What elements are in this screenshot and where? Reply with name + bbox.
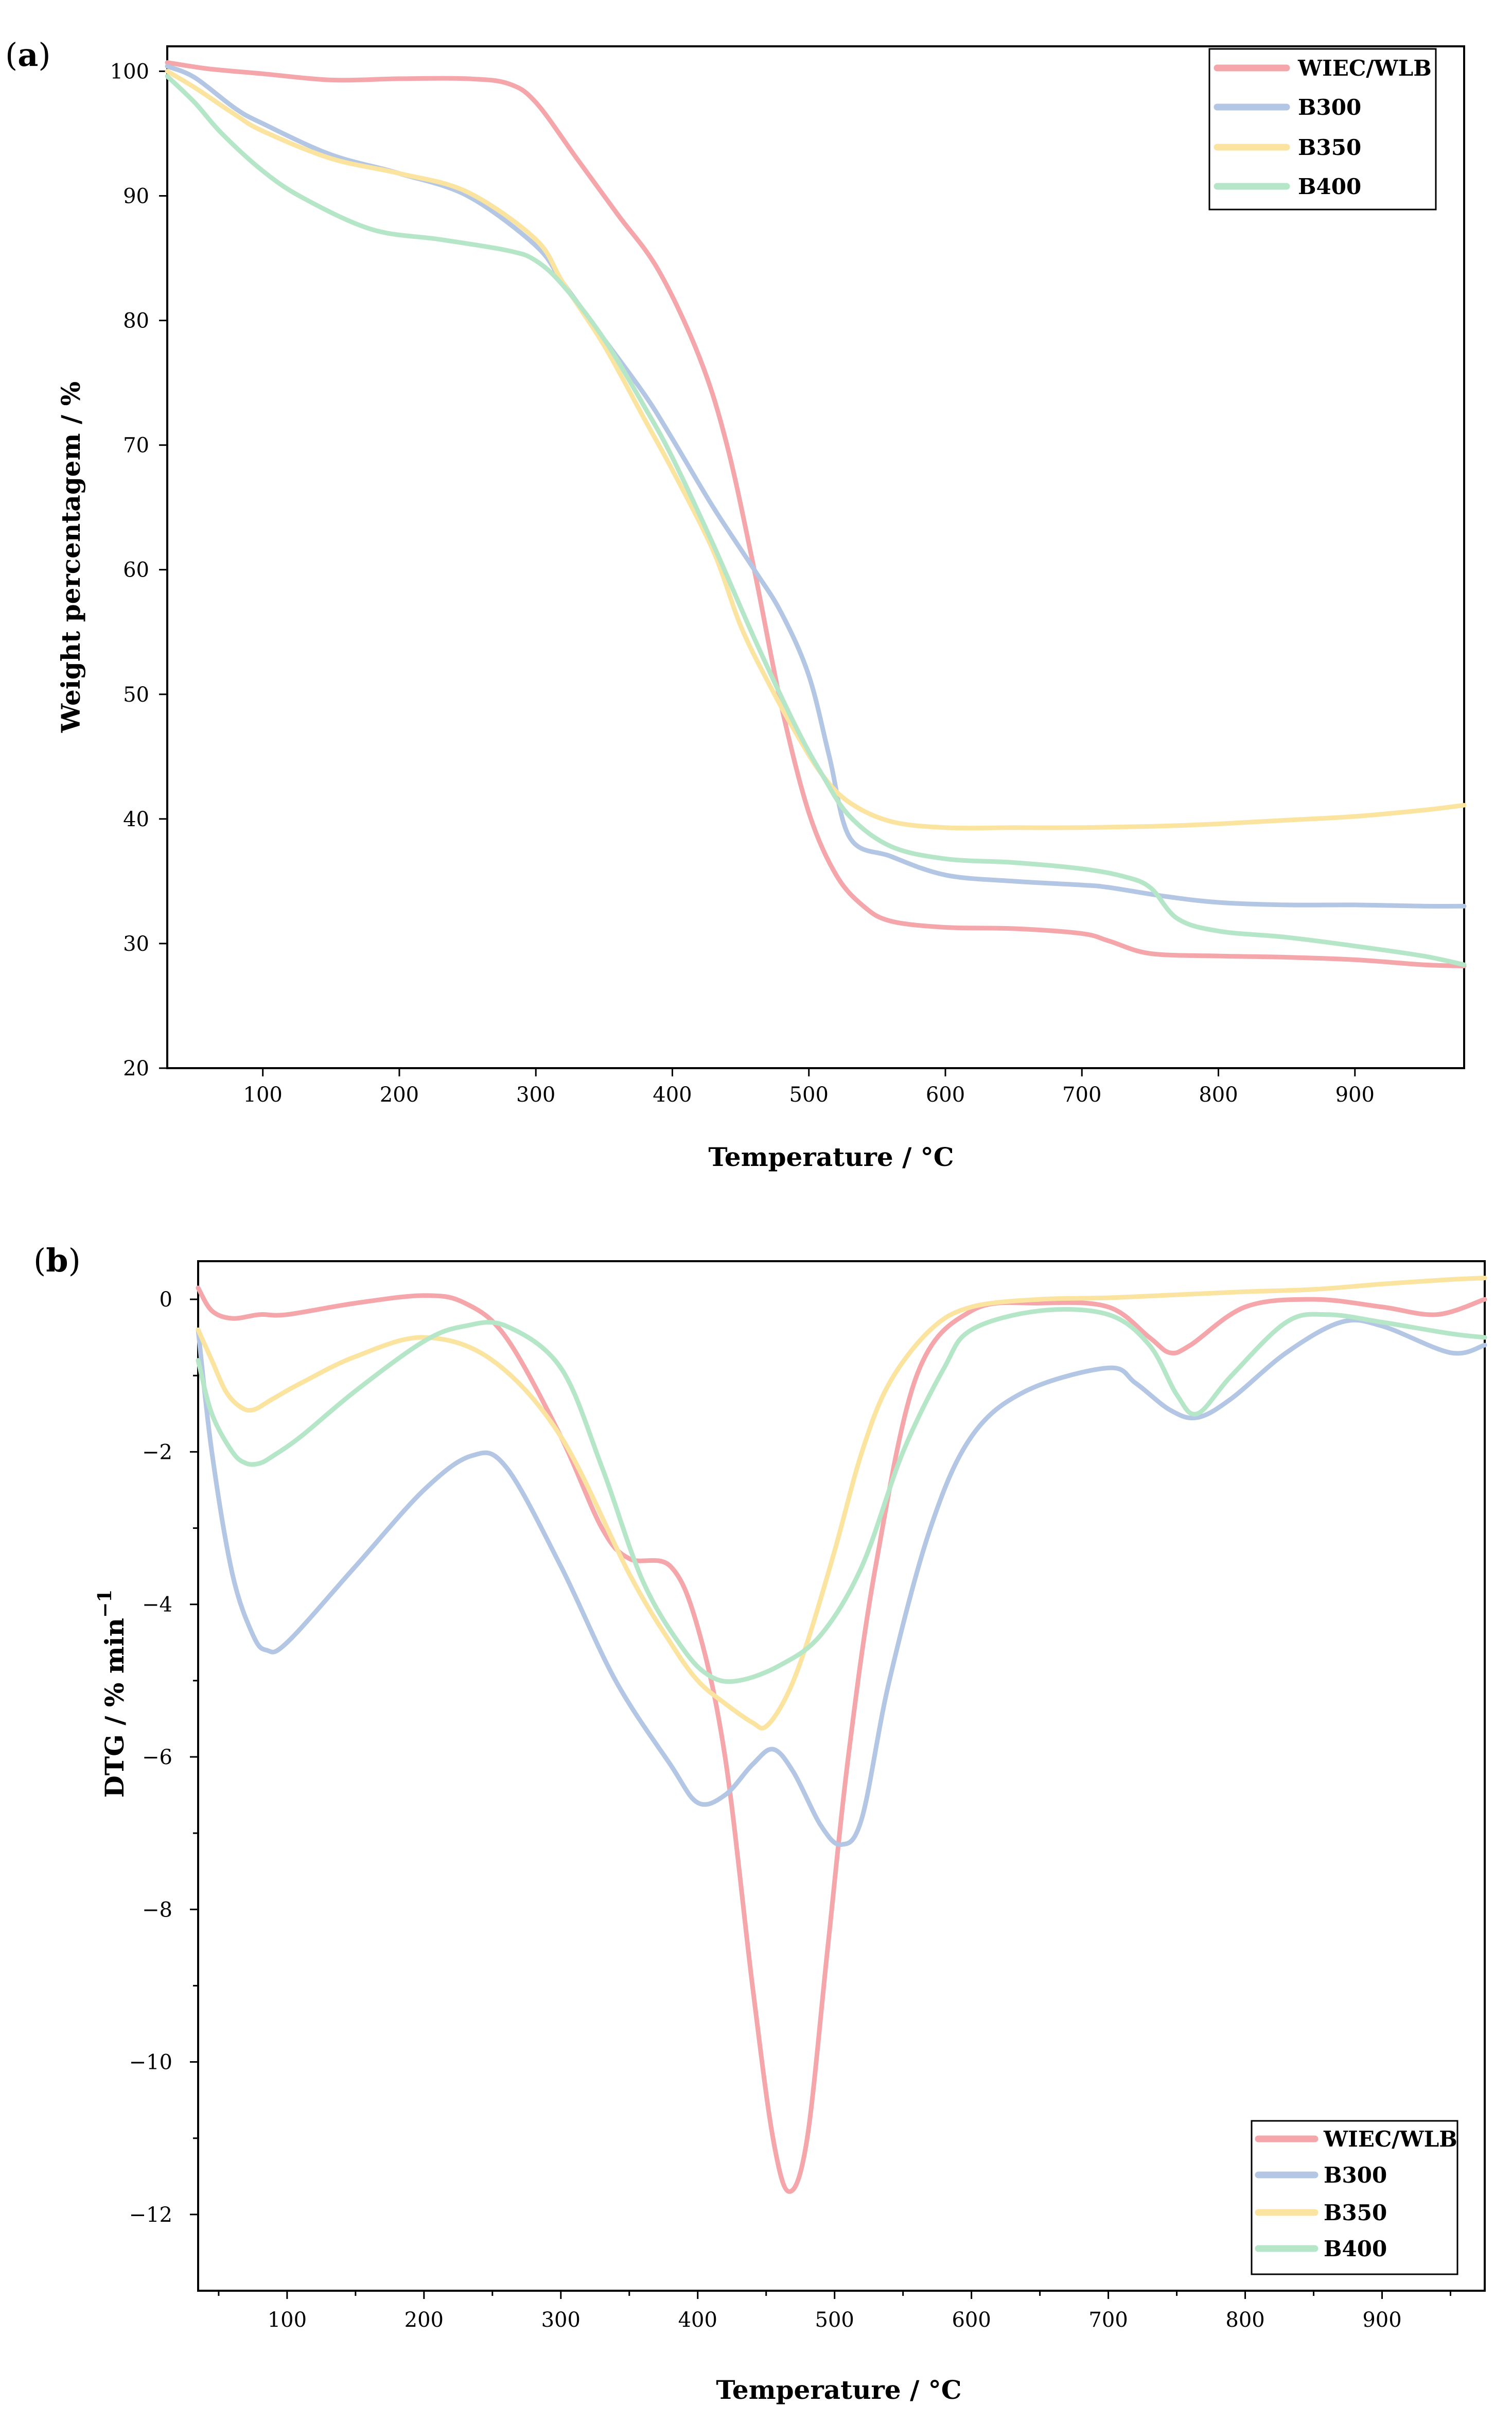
panel-a-x-tick-label-900: 900: [1335, 1083, 1375, 1107]
panel-b-x-ticks: 100 200 300 400 500 600 700 800 900: [218, 2291, 1452, 2332]
panel-b-series-line-b400: [196, 1307, 1487, 1684]
panel-a-y-tick-label-20: 20: [123, 1057, 149, 1081]
panel-a-legend-label-b350: B350: [1298, 135, 1361, 160]
panel-a-legend: WIEC/WLB B300 B350 B400: [1208, 48, 1437, 211]
panel-b-y-tick-label-0: 0: [160, 1288, 172, 1312]
panel-a-legend-label-b400: B400: [1298, 174, 1361, 199]
panel-b-x-tick-label-900: 900: [1362, 2308, 1401, 2332]
panel-a-legend-box: [1208, 48, 1437, 211]
panel-b-x-tick-label-600: 600: [952, 2308, 991, 2332]
panel-a-label: (a): [5, 36, 51, 74]
panel-b-label: (b): [33, 1242, 81, 1279]
panel-a-series-line-b400: [165, 74, 1467, 967]
panel-b-x-tick-label-200: 200: [405, 2308, 444, 2332]
panel-b-y-tick-label-8: −8: [142, 1898, 172, 1922]
panel-b-y-tick-label-4: −4: [142, 1593, 172, 1617]
panel-b-legend-label-b400: B400: [1324, 2236, 1387, 2261]
panel-a-y-tick-label-60: 60: [123, 559, 149, 582]
panel-a-x-tick-label-500: 500: [789, 1083, 829, 1107]
panel-b-x-tick-label-400: 400: [678, 2308, 717, 2332]
panel-b-legend-label-b350: B350: [1324, 2200, 1387, 2225]
panel-a-x-tick-label-800: 800: [1199, 1083, 1238, 1107]
panel-b-y-ticks: 0 −2 −4 −6 −8 −10 −12: [129, 1288, 198, 2227]
panel-a-y-axis-label: Weight percentagem / %: [56, 381, 86, 733]
panel-a-y-ticks: 20 30 40 50 60 70 80 90 100: [110, 60, 167, 1081]
panel-b-legend: WIEC/WLB B300 B350 B400: [1251, 2120, 1458, 2275]
panel-b-series-line-b350: [196, 1276, 1487, 1731]
panel-a-x-axis-label: Temperature / °C: [708, 1142, 954, 1172]
panel-a-series-line-b350: [165, 68, 1467, 831]
panel-b-x-tick-label-300: 300: [541, 2308, 581, 2332]
panel-b-y-tick-label-6: −6: [142, 1746, 172, 1769]
panel-b-x-tick-label-500: 500: [815, 2308, 854, 2332]
panel-a-y-tick-label-80: 80: [123, 309, 149, 333]
panel-a-y-tick-label-50: 50: [123, 683, 149, 707]
panel-a-y-tick-label-70: 70: [123, 434, 149, 458]
panel-b-y-axis-label: DTG / % min−1: [94, 1590, 130, 1798]
panel-a-x-tick-label-600: 600: [926, 1083, 965, 1107]
panel-a-y-tick-label-40: 40: [123, 808, 149, 831]
panel-a-series: [165, 60, 1467, 968]
panel-b-x-tick-label-100: 100: [268, 2308, 307, 2332]
panel-b-letter: b: [46, 1242, 68, 1279]
panel-b-legend-label-b300: B300: [1324, 2163, 1387, 2188]
panel-a-series-line-wiec-wlb: [165, 60, 1467, 968]
panel-a-x-ticks: 100 200 300 400 500 600 700 800 900: [243, 1068, 1375, 1107]
panel-b-series-line-b300: [196, 1317, 1487, 1847]
panel-a-x-tick-label-700: 700: [1062, 1083, 1101, 1107]
panel-b-y-tick-label-2: −2: [142, 1440, 172, 1464]
panel-a-y-tick-label-90: 90: [123, 184, 149, 208]
panel-b-y-axis-label-superscript: −1: [94, 1590, 116, 1618]
panel-a-x-tick-label-200: 200: [380, 1083, 419, 1107]
panel-b-series-line-wiec-wlb: [196, 1285, 1487, 2194]
panel-a-x-tick-label-400: 400: [653, 1083, 692, 1107]
panel-a-x-tick-label-300: 300: [516, 1083, 555, 1107]
panel-a-plot-frame: [166, 45, 1465, 1069]
panel-a-legend-label-wiec-wlb: WIEC/WLB: [1297, 56, 1432, 81]
panel-b-y-axis-label-text: DTG / % min: [99, 1618, 130, 1798]
panel-b-x-axis-label: Temperature / °C: [716, 2375, 961, 2405]
panel-a-chart: (a) 100 200 300 400 500 600 700 800 900 20 30 40 50…: [5, 36, 1467, 1172]
panel-a-x-tick-label-100: 100: [243, 1083, 283, 1107]
panel-b-y-tick-label-12: −12: [129, 2203, 172, 2227]
panel-b-chart: (b) 100 200 300 400 500 600 700 800 900 0 −2 −4 −6 −…: [33, 1242, 1487, 2405]
panel-a-y-tick-label-100: 100: [110, 60, 149, 83]
panel-b-x-tick-label-700: 700: [1088, 2308, 1128, 2332]
panel-b-legend-label-wiec-wlb: WIEC/WLB: [1323, 2127, 1457, 2152]
panel-a-letter: a: [17, 36, 38, 74]
panel-b-plot-frame: [197, 1260, 1486, 2292]
panel-b-x-tick-label-800: 800: [1225, 2308, 1264, 2332]
panel-b-y-tick-label-10: −10: [129, 2051, 172, 2075]
panel-a-y-tick-label-30: 30: [123, 932, 149, 956]
panel-b-series: [196, 1276, 1487, 2194]
panel-a-legend-label-b300: B300: [1298, 95, 1361, 120]
